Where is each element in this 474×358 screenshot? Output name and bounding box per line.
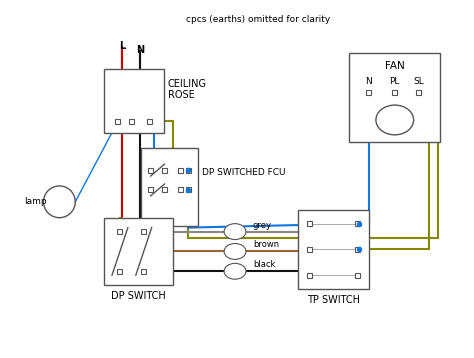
Text: PL: PL xyxy=(390,77,400,86)
Bar xyxy=(186,188,191,192)
Bar xyxy=(141,229,146,234)
Bar xyxy=(147,119,152,124)
Text: grey: grey xyxy=(253,221,272,229)
Bar xyxy=(307,247,312,252)
Bar xyxy=(416,90,421,95)
Text: DP SWITCHED FCU: DP SWITCHED FCU xyxy=(202,168,286,177)
Text: brown: brown xyxy=(253,241,279,250)
Bar xyxy=(162,168,167,173)
Bar xyxy=(116,119,120,124)
Bar xyxy=(178,168,183,173)
Text: DP SWITCH: DP SWITCH xyxy=(111,291,166,301)
Bar xyxy=(307,273,312,278)
Bar xyxy=(366,90,372,95)
Text: N: N xyxy=(365,77,373,86)
Bar xyxy=(148,188,153,192)
Bar xyxy=(141,148,198,226)
Bar xyxy=(349,53,440,142)
Bar xyxy=(148,168,153,173)
Bar xyxy=(186,168,191,173)
Ellipse shape xyxy=(224,243,246,260)
Bar xyxy=(141,269,146,274)
Text: FAN: FAN xyxy=(385,61,405,71)
Bar xyxy=(355,221,360,226)
Ellipse shape xyxy=(376,105,414,135)
Text: lamp: lamp xyxy=(24,197,46,206)
Bar xyxy=(118,269,122,274)
Bar xyxy=(104,69,164,134)
Bar xyxy=(178,188,183,192)
Ellipse shape xyxy=(224,224,246,240)
Bar xyxy=(129,119,134,124)
Text: N: N xyxy=(136,45,144,55)
Bar xyxy=(118,229,122,234)
Text: cpcs (earths) omitted for clarity: cpcs (earths) omitted for clarity xyxy=(186,15,330,24)
Text: L: L xyxy=(119,41,125,51)
Bar xyxy=(355,247,360,252)
Bar xyxy=(298,210,369,289)
Bar xyxy=(162,188,167,192)
Bar xyxy=(307,221,312,226)
Text: CEILING
ROSE: CEILING ROSE xyxy=(167,79,207,100)
Bar xyxy=(355,273,360,278)
Ellipse shape xyxy=(224,263,246,279)
Bar xyxy=(104,218,173,285)
Text: SL: SL xyxy=(413,77,424,86)
Text: black: black xyxy=(253,260,275,269)
Bar xyxy=(392,90,397,95)
Text: TP SWITCH: TP SWITCH xyxy=(307,295,360,305)
